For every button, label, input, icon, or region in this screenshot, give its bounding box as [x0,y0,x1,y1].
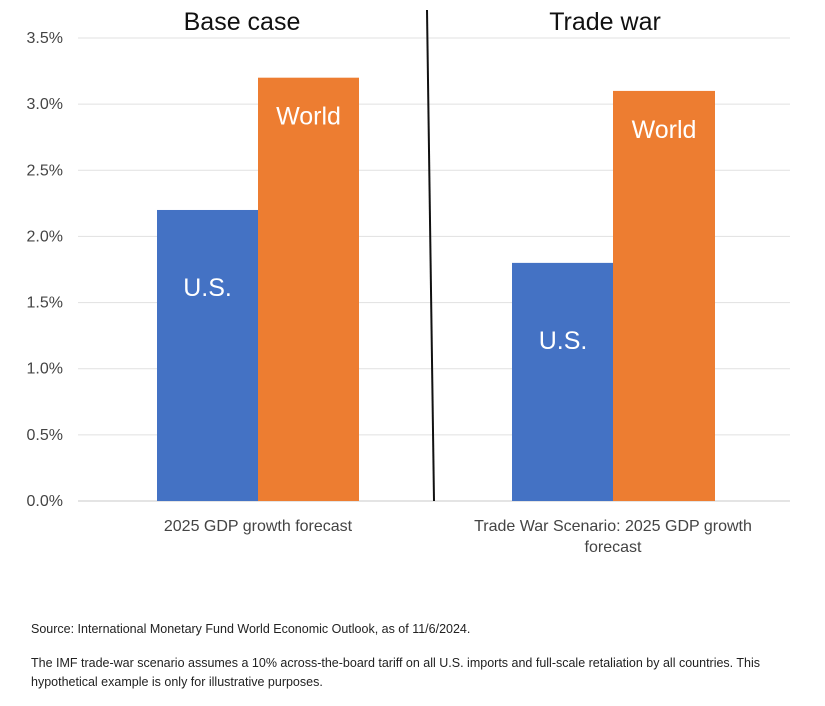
source-note: Source: International Monetary Fund Worl… [31,622,471,636]
chart: 0.0% 0.5% 1.0% 1.5% 2.0% 2.5% 3.0% 3.5% Base cas… [27,8,790,556]
category-label: Trade War Scenario: 2025 GDP growth [474,518,752,535]
category-label: forecast [585,539,642,556]
bar-label: U.S. [183,274,232,302]
bar [258,77,359,501]
bar [512,262,614,501]
bar [613,90,715,502]
footnote: The IMF trade-war scenario assumes a 10%… [31,656,761,689]
chart-notes: Source: International Monetary Fund Worl… [31,620,821,692]
bar-label: World [276,103,341,131]
y-tick-label: 2.0% [27,228,63,245]
category-label: 2025 GDP growth forecast [164,518,353,535]
panel-title: Trade war [549,8,661,36]
y-tick-label: 3.0% [27,96,63,113]
y-tick-label: 1.5% [27,295,63,312]
y-tick-label: 2.5% [27,162,63,179]
y-tick-label: 3.5% [27,30,63,47]
bar-label: World [632,116,697,144]
panel-divider [426,9,435,502]
y-tick-label: 0.0% [27,493,63,510]
panel-title: Base case [184,8,301,36]
bar-label: U.S. [539,327,588,355]
y-tick-label: 1.0% [27,361,63,378]
y-tick-label: 0.5% [27,427,63,444]
bar [157,209,258,501]
